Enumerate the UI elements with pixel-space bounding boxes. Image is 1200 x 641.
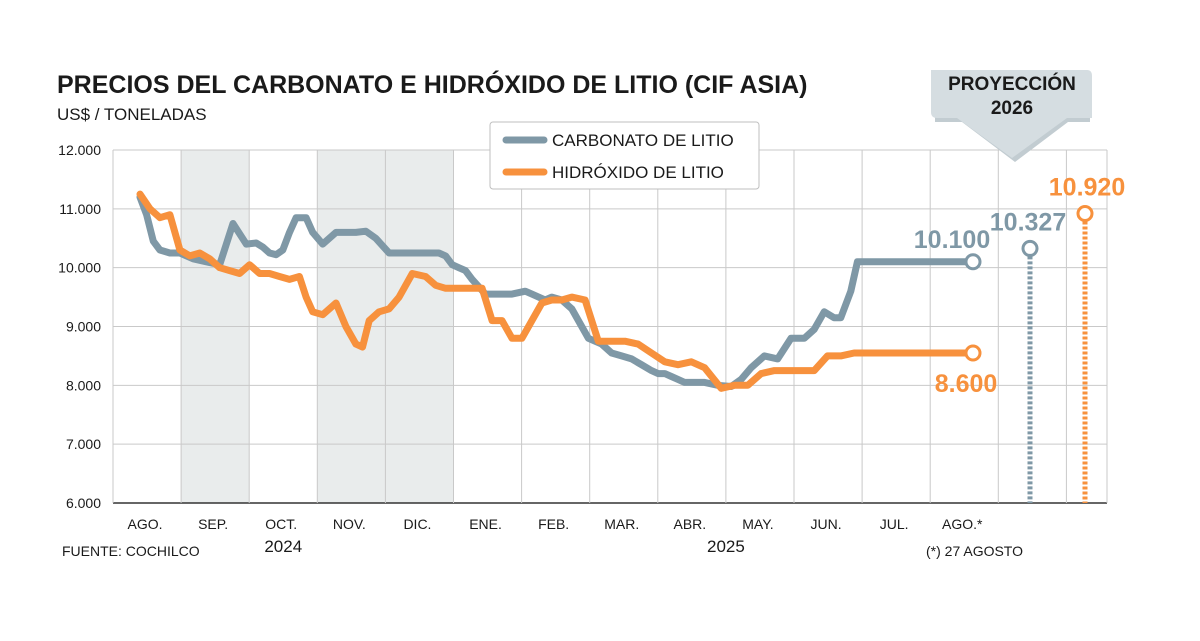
legend-box	[489, 121, 760, 190]
series-line-hidroxido	[136, 190, 971, 392]
chart-text: PRECIOS DEL CARBONATO E HIDRÓXIDO DE LIT…	[57, 69, 1023, 559]
series-lines	[136, 190, 982, 392]
y-tick-label: 7.000	[66, 436, 101, 452]
x-tick-label: ABR.	[674, 516, 707, 532]
legend-label-carbonato: CARBONATO DE LITIO	[552, 131, 734, 150]
badge-line: 2026	[991, 98, 1033, 119]
gridlines	[112, 149, 1108, 504]
y-tick-label: 8.000	[66, 377, 101, 393]
x-tick-label: MAY.	[742, 516, 773, 532]
x-tick-label: MAR.	[604, 516, 639, 532]
projection-label-hidroxido: 10.920	[1049, 174, 1125, 202]
end-point-carbonato	[964, 253, 982, 271]
projection-point-hidroxido	[1076, 205, 1094, 223]
x-tick-label: NOV.	[333, 516, 366, 532]
source-note: FUENTE: COCHILCO	[62, 543, 200, 559]
x-tick-label: AGO.	[128, 516, 163, 532]
projection-point-carbonato	[1021, 239, 1039, 257]
year-label: 2025	[707, 537, 745, 556]
end-label-carbonato: 10.100	[914, 226, 990, 254]
footnote: (*) 27 AGOSTO	[926, 543, 1023, 559]
year-label: 2024	[264, 537, 302, 556]
chart-subtitle: US$ / TONELADAS	[57, 105, 207, 124]
x-tick-label: ENE.	[469, 516, 502, 532]
x-tick-label: FEB.	[538, 516, 569, 532]
y-tick-label: 6.000	[66, 495, 101, 511]
projection-badge: PROYECCIÓN 2026	[931, 70, 1092, 162]
legend: CARBONATO DE LITIO HIDRÓXIDO DE LITIO	[489, 121, 760, 190]
x-tick-label: OCT.	[265, 516, 297, 532]
x-tick-label: DIC.	[403, 516, 431, 532]
y-tick-label: 10.000	[58, 260, 101, 276]
y-tick-label: 9.000	[66, 319, 101, 335]
end-label-hidroxido: 8.600	[935, 370, 998, 398]
series-line-carbonato	[136, 193, 971, 390]
x-tick-label: JUN.	[810, 516, 841, 532]
x-tick-label: JUL.	[880, 516, 909, 532]
y-tick-label: 11.000	[59, 201, 101, 217]
badge-line: PROYECCIÓN	[948, 73, 1076, 95]
x-tick-label: SEP.	[198, 516, 228, 532]
projection-markers: 10.327 10.920	[990, 174, 1125, 503]
end-point-hidroxido	[964, 344, 982, 362]
badge-shape	[931, 70, 1092, 158]
projection-label-carbonato: 10.327	[990, 208, 1066, 236]
chart-title: PRECIOS DEL CARBONATO E HIDRÓXIDO DE LIT…	[57, 69, 808, 99]
x-tick-label: AGO.*	[942, 516, 983, 532]
y-tick-label: 12.000	[58, 142, 101, 158]
legend-label-hidroxido: HIDRÓXIDO DE LITIO	[552, 163, 724, 182]
